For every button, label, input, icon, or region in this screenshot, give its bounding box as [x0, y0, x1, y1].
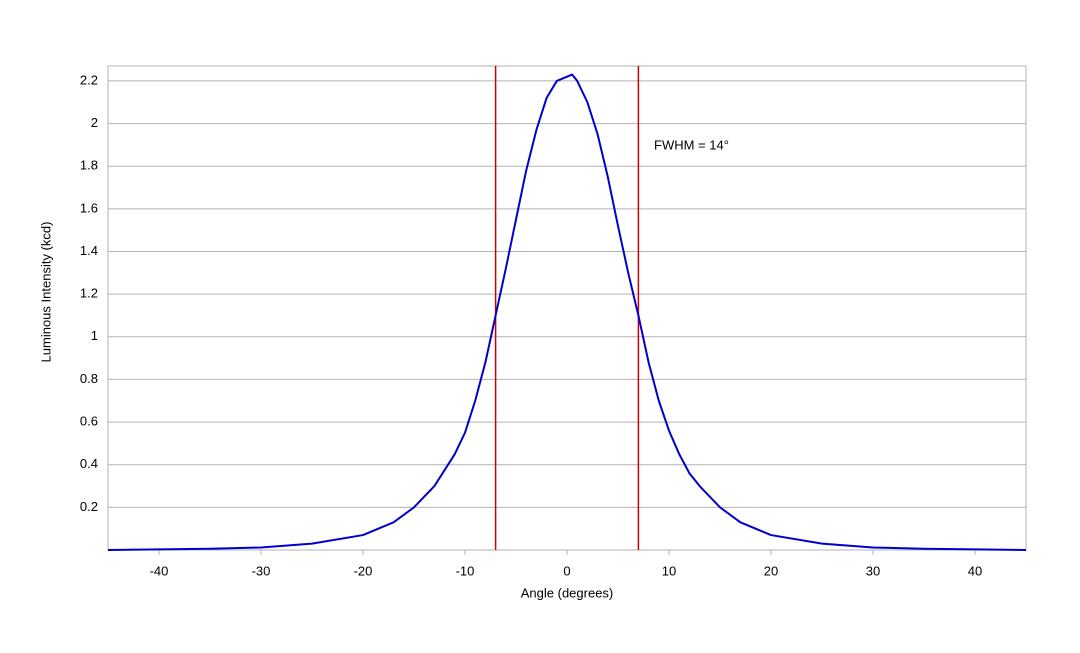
y-tick-label: 2.2	[80, 72, 98, 87]
line	[107, 73, 1027, 551]
y-tick-label: 1.4	[80, 243, 98, 258]
y-axis-label: Luminous Intensity (kcd)	[38, 222, 53, 363]
x-tick-label: -30	[252, 563, 271, 578]
plot-frame	[107, 65, 1027, 551]
y-tick-label: 0.6	[80, 414, 98, 429]
y-tick-label: 1.8	[80, 158, 98, 173]
x-tick-label: 20	[764, 563, 778, 578]
x-tick-label: -20	[354, 563, 373, 578]
x-tick-label: -10	[456, 563, 475, 578]
y-tick-label: 0.4	[80, 456, 98, 471]
y-tick-label: 0.2	[80, 499, 98, 514]
x-tick-label: 40	[968, 563, 982, 578]
y-tick-label: 1	[91, 328, 98, 343]
y-tick-label: 0.8	[80, 371, 98, 386]
x-tick-label: -40	[150, 563, 169, 578]
x-axis-label: Angle (degrees)	[521, 585, 614, 600]
x-tick-label: 0	[563, 563, 570, 578]
y-tick-label: 1.2	[80, 286, 98, 301]
x-tick-label: 10	[662, 563, 676, 578]
y-tick-label: 1.6	[80, 200, 98, 215]
x-tick-label: 30	[866, 563, 880, 578]
y-tick-label: 2	[91, 115, 98, 130]
annotation: FWHM = 14°	[654, 137, 729, 152]
